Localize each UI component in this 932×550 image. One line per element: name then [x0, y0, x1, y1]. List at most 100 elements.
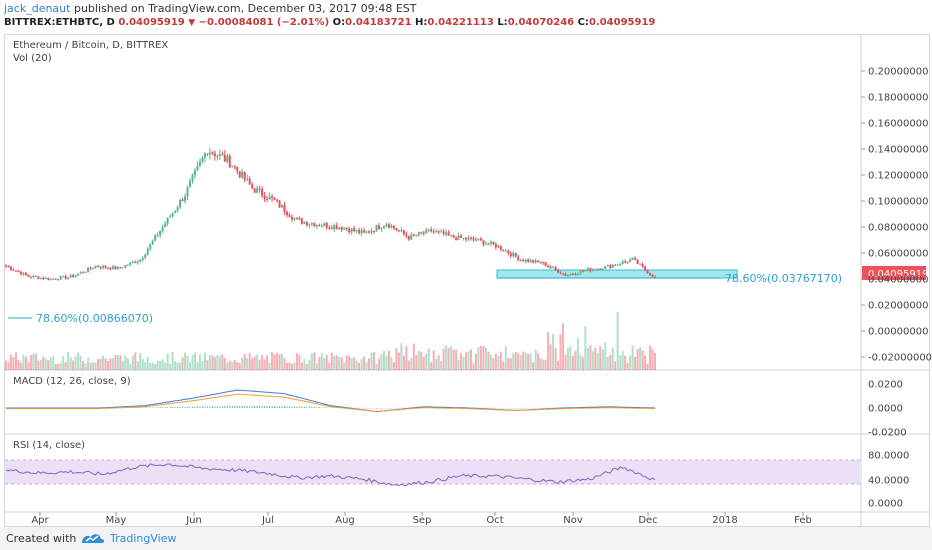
- candle-body: [243, 171, 246, 180]
- rsi-tick-label: 40.0000: [868, 476, 909, 487]
- price-axis-labels: 0.20000000 0.18000000 0.16000000 0.14000000…: [861, 67, 932, 510]
- candle-body: [295, 218, 298, 220]
- candle-body: [196, 165, 199, 171]
- volume-bar: [87, 357, 90, 370]
- macd-histogram-bar: [525, 407, 527, 409]
- volume-bar: [323, 357, 326, 370]
- macd-histogram-bar: [356, 407, 358, 409]
- volume-bar: [365, 361, 368, 370]
- author-link[interactable]: jack_denaut: [4, 2, 71, 15]
- candle-body: [72, 275, 75, 278]
- tradingview-brand[interactable]: TradingView: [110, 532, 177, 545]
- candle-body: [641, 263, 644, 267]
- macd-histogram-bar: [206, 406, 208, 408]
- price-tick-label: 0.06000000: [868, 249, 928, 260]
- volume-bar: [92, 362, 95, 370]
- macd-histogram-bar: [189, 406, 191, 408]
- rsi-tick-label: 80.0000: [868, 451, 909, 462]
- macd-histogram-bar: [308, 406, 310, 408]
- volume-bar: [126, 358, 129, 370]
- volume-bar: [295, 353, 298, 370]
- volume-bar: [154, 363, 157, 370]
- volume-bar: [101, 355, 104, 370]
- volume-bar: [174, 361, 177, 370]
- volume-bar: [586, 347, 589, 370]
- time-tick-label: Jul: [261, 515, 274, 526]
- macd-histogram-bar: [199, 406, 201, 408]
- candle-body: [57, 279, 60, 281]
- volume-bar: [315, 363, 318, 370]
- macd-histogram-bar: [211, 406, 213, 408]
- candle-body: [79, 272, 82, 274]
- volume-bar: [512, 353, 515, 370]
- macd-title: MACD (12, 26, close, 9): [13, 376, 131, 387]
- candle-body: [340, 227, 343, 230]
- volume-bar: [109, 358, 112, 370]
- volume-bar: [303, 359, 306, 370]
- candle-body: [534, 260, 537, 263]
- candle-body: [226, 155, 229, 162]
- fib-retracement-box[interactable]: [496, 269, 738, 279]
- volume-bar: [353, 357, 356, 370]
- volume-bar: [631, 345, 634, 370]
- candle-body: [460, 235, 463, 238]
- candle-body: [54, 278, 57, 280]
- time-tick-label: Dec: [638, 515, 657, 526]
- candle-body: [497, 245, 500, 248]
- volume-bar: [392, 362, 395, 370]
- macd-histogram-bar: [179, 406, 181, 408]
- candle-body: [218, 154, 221, 156]
- volume-bar: [594, 347, 597, 370]
- volume-bar: [9, 354, 12, 370]
- macd-histogram-bar: [358, 407, 360, 409]
- price-tick-label: 0.18000000: [868, 93, 928, 104]
- macd-histogram-bar: [333, 407, 335, 409]
- volume-bar: [293, 362, 296, 370]
- candle-body: [375, 225, 378, 232]
- candle-body: [499, 245, 502, 250]
- candle-body: [405, 234, 408, 237]
- candle-body: [201, 157, 204, 162]
- tradingview-logo-icon[interactable]: [80, 531, 106, 545]
- macd-histogram-bar: [376, 408, 378, 409]
- candle-body: [273, 197, 276, 200]
- candle-body: [119, 267, 122, 269]
- macd-histogram-bar: [507, 407, 509, 409]
- candle-body: [263, 195, 266, 200]
- volume-bar: [248, 353, 251, 370]
- volume-bar: [634, 356, 637, 370]
- volume-bar: [119, 354, 122, 370]
- macd-histogram-bar: [274, 406, 276, 408]
- macd-histogram-bar: [321, 407, 323, 408]
- volume-bar: [193, 352, 196, 370]
- volume-bar: [606, 356, 609, 370]
- volume-bar: [584, 326, 587, 370]
- macd-histogram-bar: [316, 407, 318, 408]
- volume-bar: [591, 351, 594, 370]
- candle-body: [591, 269, 594, 271]
- volume-bar: [57, 363, 60, 370]
- macd-histogram-bar: [269, 406, 271, 408]
- macd-histogram-bar: [385, 407, 387, 409]
- macd-histogram-bar: [383, 407, 385, 409]
- candle-body: [156, 235, 159, 237]
- candle-body: [29, 276, 32, 278]
- volume-bar: [375, 363, 378, 370]
- volume-bar: [151, 362, 154, 370]
- candle-body: [305, 221, 308, 226]
- volume-bar: [644, 355, 647, 370]
- volume-bar: [191, 354, 194, 370]
- volume-bar: [47, 360, 50, 370]
- volume-bar: [146, 356, 149, 370]
- volume-bar: [559, 334, 562, 370]
- macd-histogram-bar: [393, 407, 395, 409]
- candle-body: [482, 240, 485, 245]
- rsi-band: [5, 460, 860, 484]
- volume-bar: [390, 357, 393, 370]
- candle-body: [519, 259, 522, 261]
- macd-histogram-bar: [313, 407, 315, 408]
- candle-body: [447, 232, 450, 236]
- volume-bar: [129, 363, 132, 370]
- volume-bar: [360, 359, 363, 370]
